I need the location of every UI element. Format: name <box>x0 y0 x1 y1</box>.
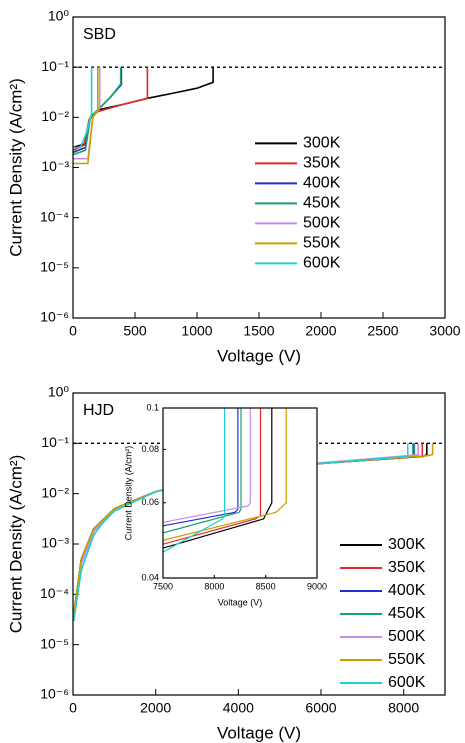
x-tick-label: 8000 <box>204 581 224 591</box>
x-tick-label: 1500 <box>243 323 274 339</box>
series-line <box>163 408 226 553</box>
x-tick-label: 1000 <box>181 323 212 339</box>
y-tick-label: 10⁻² <box>41 484 69 500</box>
legend-label: 600K <box>303 255 341 272</box>
y-tick-label: 10⁻⁶ <box>40 309 69 325</box>
legend-label: 350K <box>303 155 341 172</box>
series-line <box>163 408 287 541</box>
y-tick-label: 10⁰ <box>48 8 70 24</box>
x-axis-label: Voltage (V) <box>218 598 263 608</box>
legend-label: 300K <box>303 135 341 152</box>
y-tick-label: 10⁻³ <box>41 158 69 174</box>
y-axis-label: Current Density (A/cm²) <box>6 455 25 634</box>
y-tick-label: 10⁻⁴ <box>40 208 69 224</box>
annotation: SBD <box>83 26 116 43</box>
legend-label: 500K <box>388 628 426 645</box>
legend-label: 500K <box>303 215 341 232</box>
y-tick-label: 0.1 <box>146 402 159 412</box>
legend-label: 350K <box>388 559 426 576</box>
legend-label: 550K <box>388 651 426 668</box>
plot-frame <box>72 392 446 696</box>
x-axis-label: Voltage (V) <box>217 347 301 366</box>
x-tick-label: 9000 <box>307 581 327 591</box>
series-line <box>163 408 242 534</box>
annotation: HJD <box>83 402 114 419</box>
x-tick-label: 6000 <box>305 700 336 716</box>
series-line <box>163 408 273 549</box>
legend-label: 450K <box>388 605 426 622</box>
plot-frame <box>72 16 446 319</box>
y-tick-label: 0.06 <box>141 497 159 507</box>
x-tick-label: 4000 <box>223 700 254 716</box>
x-tick-label: 0 <box>69 700 77 716</box>
series-line <box>73 67 99 165</box>
x-tick-label: 2000 <box>305 323 336 339</box>
legend-label: 450K <box>303 195 341 212</box>
y-axis-label: Current Density (A/cm²) <box>123 446 133 541</box>
legend-label: 550K <box>303 235 341 252</box>
y-tick-label: 10⁻⁴ <box>40 585 69 601</box>
legend-label: 300K <box>388 536 426 553</box>
x-tick-label: 500 <box>123 323 147 339</box>
y-tick-label: 10⁻⁶ <box>40 686 69 702</box>
y-tick-label: 0.04 <box>141 572 159 582</box>
legend-label: 400K <box>388 582 426 599</box>
y-tick-label: 10⁻¹ <box>41 434 69 450</box>
y-tick-label: 0.08 <box>141 444 159 454</box>
x-axis-label: Voltage (V) <box>217 724 301 743</box>
x-tick-label: 8000 <box>388 700 419 716</box>
y-tick-label: 10⁻¹ <box>41 58 69 74</box>
x-tick-label: 8500 <box>256 581 276 591</box>
series-line <box>163 408 239 527</box>
x-tick-label: 2500 <box>367 323 398 339</box>
series-line <box>73 67 214 149</box>
legend-label: 600K <box>388 674 426 691</box>
panel: 0 2000 4000 6000 8000 10⁻⁶ 10⁻⁵ 10⁻⁴ 10⁻³ 10⁻² 10⁻… <box>6 384 446 743</box>
y-tick-label: 10⁻³ <box>41 535 69 551</box>
panel: 0 500 1000 1500 2000 2500 3000 10⁻⁶ 10⁻⁵ 10⁻⁴ 10⁻³… <box>6 8 460 366</box>
x-tick-label: 0 <box>69 323 77 339</box>
series-line <box>73 67 93 149</box>
x-tick-label: 3000 <box>429 323 460 339</box>
y-axis-label: Current Density (A/cm²) <box>6 78 25 257</box>
series-line <box>163 408 251 523</box>
plot-frame <box>162 407 318 579</box>
y-tick-label: 10⁻² <box>41 108 69 124</box>
legend-label: 400K <box>303 175 341 192</box>
x-tick-label: 7500 <box>153 581 173 591</box>
panel: 7500 8000 8500 9000 0.04 0.06 0.08 0.1 Voltage (… <box>123 402 327 607</box>
series-line <box>73 443 409 621</box>
y-tick-label: 10⁻⁵ <box>40 635 69 651</box>
x-tick-label: 2000 <box>140 700 171 716</box>
y-tick-label: 10⁰ <box>48 384 70 400</box>
y-tick-label: 10⁻⁵ <box>40 259 69 275</box>
inset-bg <box>163 408 317 578</box>
